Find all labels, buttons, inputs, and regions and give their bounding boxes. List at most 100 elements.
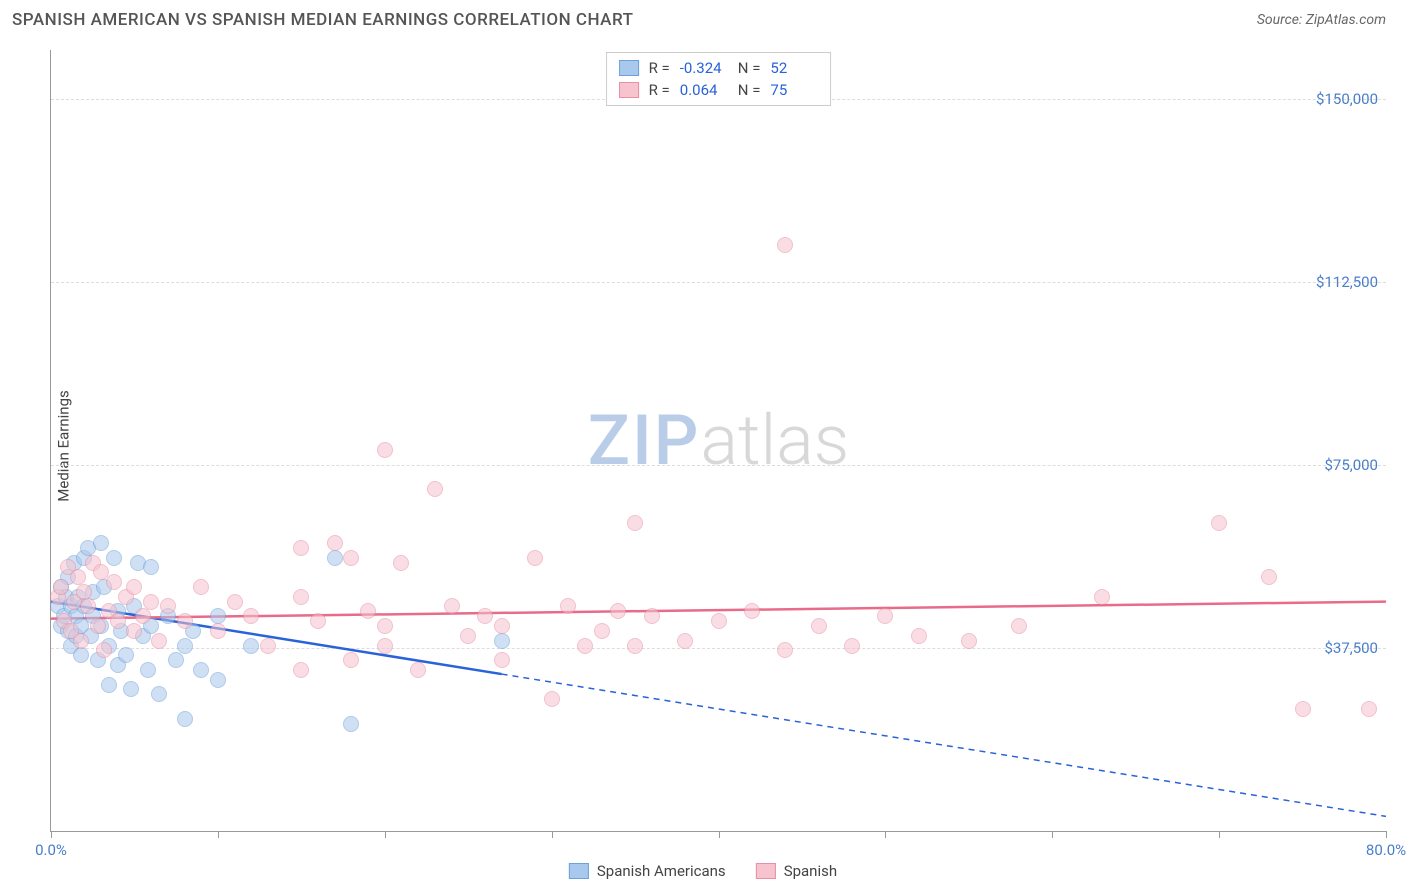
data-point (527, 550, 543, 566)
correlation-legend-row: R =0.064N =75 (619, 79, 819, 101)
data-point (310, 613, 326, 629)
data-point (477, 608, 493, 624)
correlation-legend-row: R =-0.324N =52 (619, 57, 819, 79)
data-point (90, 618, 106, 634)
data-point (877, 608, 893, 624)
series-legend: Spanish Americans Spanish (569, 862, 837, 880)
data-point (410, 662, 426, 678)
data-point (1261, 569, 1277, 585)
data-point (343, 550, 359, 566)
data-point (93, 535, 109, 551)
data-point (460, 628, 476, 644)
correlation-legend: R =-0.324N =52R =0.064N =75 (606, 52, 832, 106)
data-point (243, 608, 259, 624)
y-tick-label: $150,000 (1316, 90, 1378, 108)
data-point (293, 589, 309, 605)
data-point (227, 594, 243, 610)
data-point (126, 623, 142, 639)
grid-line (51, 465, 1386, 466)
data-point (377, 618, 393, 634)
x-tick-label: 0.0% (35, 841, 67, 859)
legend-swatch (619, 82, 639, 98)
data-point (627, 638, 643, 654)
data-point (293, 662, 309, 678)
data-point (193, 579, 209, 595)
data-point (777, 642, 793, 658)
data-point (80, 598, 96, 614)
data-point (177, 638, 193, 654)
legend-n-label: N = (738, 59, 761, 77)
data-point (644, 608, 660, 624)
data-point (76, 584, 92, 600)
data-point (844, 638, 860, 654)
x-tick (719, 831, 720, 838)
data-point (53, 579, 69, 595)
data-point (494, 633, 510, 649)
series-legend-label: Spanish Americans (597, 862, 726, 880)
legend-swatch (756, 863, 776, 879)
data-point (327, 550, 343, 566)
data-point (377, 638, 393, 654)
data-point (343, 652, 359, 668)
data-point (1295, 701, 1311, 717)
series-legend-item: Spanish Americans (569, 862, 726, 880)
data-point (126, 579, 142, 595)
data-point (610, 603, 626, 619)
data-point (151, 686, 167, 702)
y-tick-label: $112,500 (1316, 273, 1378, 291)
data-point (106, 574, 122, 590)
data-point (444, 598, 460, 614)
data-point (811, 618, 827, 634)
data-point (911, 628, 927, 644)
x-tick (51, 831, 52, 838)
data-point (1361, 701, 1377, 717)
data-point (577, 638, 593, 654)
data-point (1011, 618, 1027, 634)
data-point (360, 603, 376, 619)
x-tick (1219, 831, 1220, 838)
data-point (293, 540, 309, 556)
data-point (210, 623, 226, 639)
x-tick (885, 831, 886, 838)
legend-r-label: R = (649, 81, 670, 99)
legend-swatch (569, 863, 589, 879)
source-label: Source: ZipAtlas.com (1257, 12, 1386, 28)
legend-n-value: 52 (770, 59, 818, 77)
data-point (343, 716, 359, 732)
data-point (151, 633, 167, 649)
x-tick (1386, 831, 1387, 838)
plot-area: ZIPatlas R =-0.324N =52R =0.064N =75 $37… (50, 50, 1386, 832)
data-point (243, 638, 259, 654)
data-point (70, 569, 86, 585)
data-point (193, 662, 209, 678)
data-point (1094, 589, 1110, 605)
data-point (140, 662, 156, 678)
series-legend-item: Spanish (756, 862, 837, 880)
legend-n-label: N = (738, 81, 761, 99)
y-tick-label: $75,000 (1324, 456, 1378, 474)
y-tick-label: $37,500 (1324, 639, 1378, 657)
data-point (73, 633, 89, 649)
data-point (123, 681, 139, 697)
legend-r-value: 0.064 (680, 81, 728, 99)
data-point (377, 442, 393, 458)
data-point (106, 550, 122, 566)
data-point (961, 633, 977, 649)
data-point (494, 618, 510, 634)
data-point (494, 652, 510, 668)
x-tick (218, 831, 219, 838)
data-point (168, 652, 184, 668)
data-point (1211, 515, 1227, 531)
data-point (744, 603, 760, 619)
data-point (135, 608, 151, 624)
data-point (560, 598, 576, 614)
data-point (160, 598, 176, 614)
data-point (143, 594, 159, 610)
x-tick (552, 831, 553, 838)
data-point (544, 691, 560, 707)
series-legend-label: Spanish (784, 862, 837, 880)
data-point (143, 559, 159, 575)
data-point (210, 608, 226, 624)
trend-lines (51, 50, 1386, 831)
data-point (711, 613, 727, 629)
